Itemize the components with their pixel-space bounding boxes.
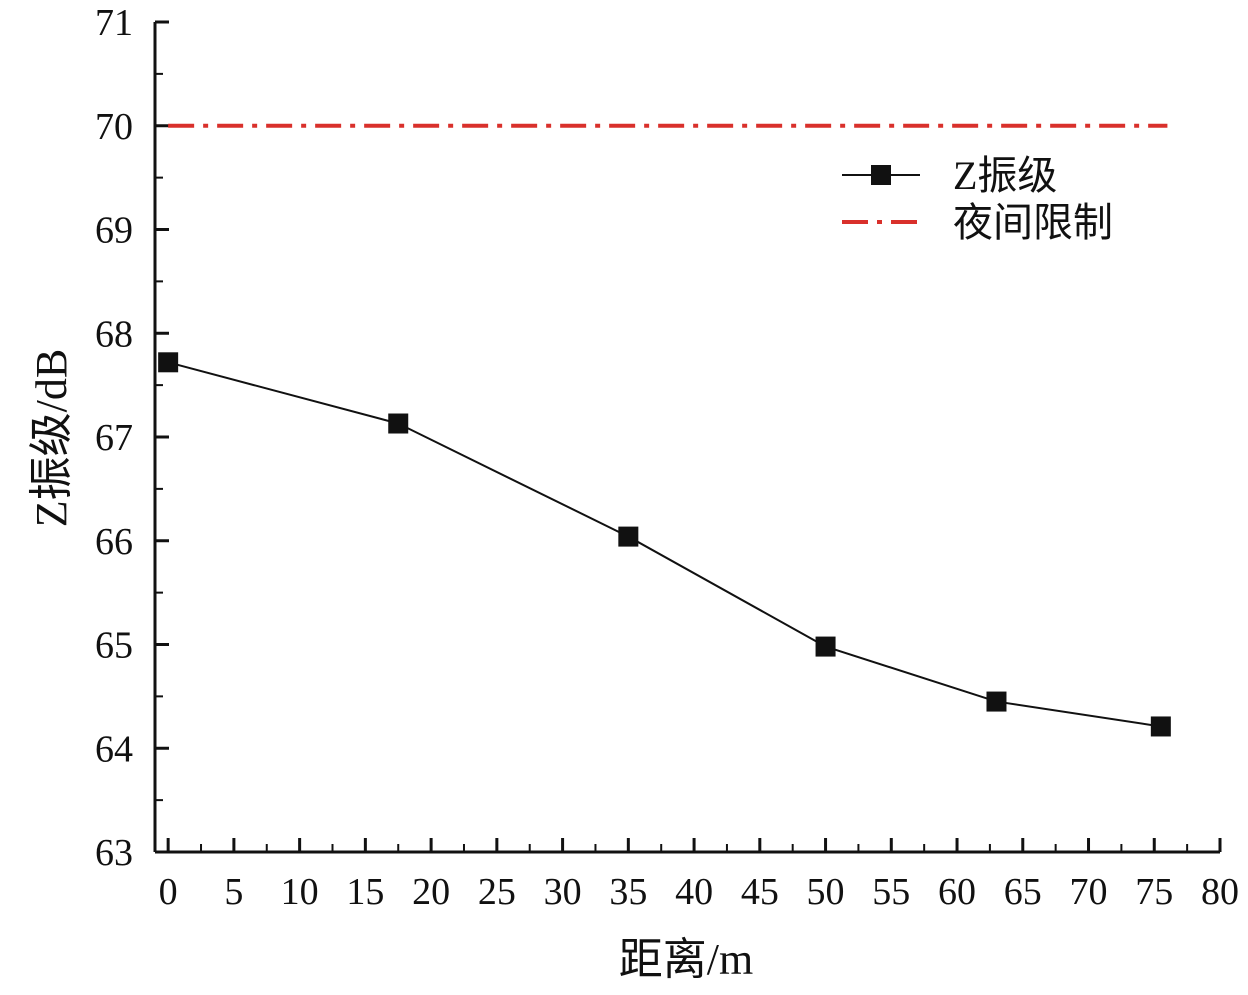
x-tick-label: 35 bbox=[609, 871, 647, 913]
x-axis-title: 距离/m bbox=[619, 935, 753, 984]
y-axis-ticks: 63 64 65 66 67 68 69 70 71 bbox=[95, 2, 169, 874]
plot-series bbox=[158, 123, 1171, 737]
y-tick-label: 69 bbox=[95, 210, 133, 252]
data-point-marker bbox=[158, 352, 179, 373]
legend-marker bbox=[871, 165, 891, 185]
legend-label: Z振级 bbox=[953, 153, 1057, 198]
x-axis-ticks: 0 5 10 15 20 25 30 35 40 45 50 55 60 65 70 75 80 bbox=[159, 838, 1239, 913]
x-tick-label: 70 bbox=[1070, 871, 1108, 913]
x-tick-label: 80 bbox=[1201, 871, 1239, 913]
legend-label: 夜间限制 bbox=[953, 200, 1113, 245]
x-tick-label: 20 bbox=[412, 871, 450, 913]
y-tick-label: 66 bbox=[95, 521, 133, 563]
x-tick-label: 25 bbox=[478, 871, 516, 913]
x-tick-label: 10 bbox=[281, 871, 319, 913]
axes: 63 64 65 66 67 68 69 70 71 0 5 10 15 20 25 30 35 40 45 50 5… bbox=[95, 2, 1239, 913]
y-tick-label: 68 bbox=[95, 313, 133, 355]
x-tick-label: 60 bbox=[938, 871, 976, 913]
x-tick-label: 65 bbox=[1004, 871, 1042, 913]
y-tick-label: 64 bbox=[95, 728, 133, 770]
y-tick-label: 71 bbox=[95, 2, 133, 44]
y-tick-label: 67 bbox=[95, 417, 133, 459]
x-tick-label: 45 bbox=[741, 871, 779, 913]
y-tick-label: 65 bbox=[95, 625, 133, 667]
x-tick-label: 75 bbox=[1135, 871, 1173, 913]
x-tick-label: 40 bbox=[675, 871, 713, 913]
data-point-marker bbox=[815, 636, 836, 657]
y-tick-label: 70 bbox=[95, 106, 133, 148]
data-point-marker bbox=[388, 413, 409, 434]
series-line bbox=[167, 361, 1161, 728]
data-point-marker bbox=[618, 526, 639, 547]
x-tick-label: 0 bbox=[159, 871, 178, 913]
data-point-marker bbox=[1150, 716, 1171, 737]
x-tick-label: 30 bbox=[544, 871, 582, 913]
x-tick-label: 5 bbox=[224, 871, 243, 913]
x-tick-label: 15 bbox=[346, 871, 384, 913]
x-tick-label: 55 bbox=[872, 871, 910, 913]
data-point-marker bbox=[986, 691, 1007, 712]
y-tick-label: 63 bbox=[95, 832, 133, 874]
y-axis-title: Z振级/dB bbox=[27, 349, 76, 527]
x-tick-label: 50 bbox=[807, 871, 845, 913]
